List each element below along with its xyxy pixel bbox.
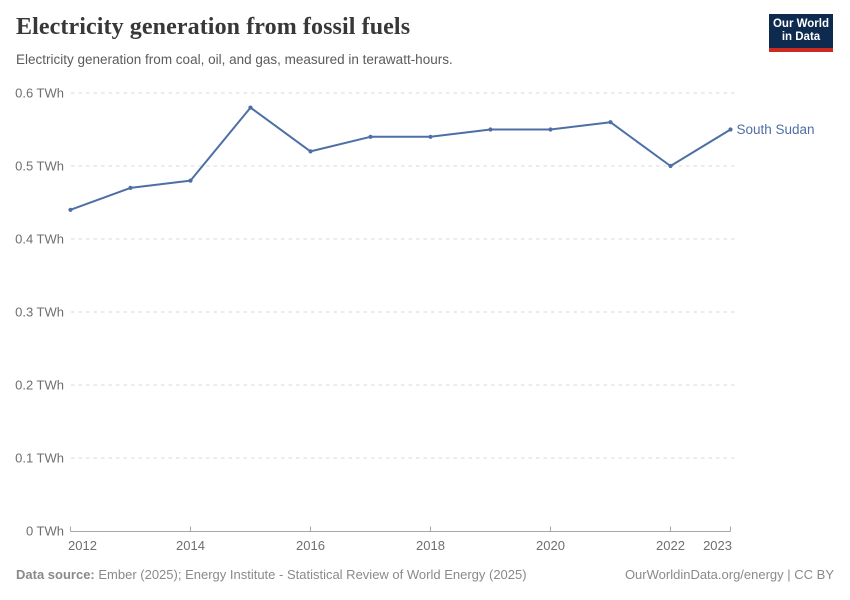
owid-license-link[interactable]: OurWorldinData.org/energy | CC BY	[624, 567, 834, 582]
y-axis-tick-label: 0.3 TWh	[15, 305, 64, 320]
data-line-south-sudan[interactable]	[69, 106, 732, 211]
y-axis-tick-label: 0.5 TWh	[15, 159, 64, 174]
data-point-marker[interactable]	[68, 207, 73, 212]
x-axis-tick-label: 2014	[176, 538, 205, 553]
series-label-south-sudan[interactable]: South Sudan	[737, 122, 815, 137]
chart-footer: Data source: Ember (2025); Energy Instit…	[16, 567, 834, 582]
data-source-text: Ember (2025); Energy Institute - Statist…	[94, 567, 527, 582]
data-point-marker[interactable]	[188, 178, 193, 183]
chart-title: Electricity generation from fossil fuels	[16, 14, 411, 40]
x-axis-tick-label: 2012	[68, 538, 97, 553]
chart-subtitle: Electricity generation from coal, oil, a…	[16, 52, 453, 67]
y-axis-tick-label: 0.4 TWh	[15, 232, 64, 247]
y-axis-tick-label: 0.2 TWh	[15, 378, 64, 393]
owid-logo[interactable]: Our World in Data	[769, 14, 833, 52]
data-point-marker[interactable]	[668, 163, 673, 169]
x-axis-tick-label: 2018	[416, 538, 445, 553]
x-axis-tick-label: 2016	[296, 538, 325, 553]
x-axis-tick-label: 2023	[703, 538, 732, 553]
data-point-marker[interactable]	[368, 134, 373, 139]
y-axis-tick-label: 0.6 TWh	[15, 86, 64, 101]
data-point-marker[interactable]	[428, 134, 433, 139]
owid-logo-line2: in Data	[781, 31, 821, 43]
data-source-note: Data source: Ember (2025); Energy Instit…	[16, 567, 527, 582]
data-point-marker[interactable]	[488, 127, 493, 132]
data-point-marker[interactable]	[728, 127, 733, 132]
data-source-label: Data source:	[16, 567, 95, 582]
y-axis-tick-label: 0 TWh	[26, 524, 64, 539]
x-axis-tick-label: 2022	[656, 538, 685, 553]
data-point-marker[interactable]	[308, 149, 313, 154]
y-axis-tick-label: 0.1 TWh	[15, 451, 64, 466]
x-axis-tick-label: 2020	[536, 538, 565, 553]
owid-logo-line1: Our World	[772, 18, 829, 30]
data-point-marker[interactable]	[248, 105, 253, 110]
data-point-marker[interactable]	[608, 120, 613, 125]
data-point-marker[interactable]	[548, 127, 553, 132]
data-point-marker[interactable]	[128, 185, 133, 190]
